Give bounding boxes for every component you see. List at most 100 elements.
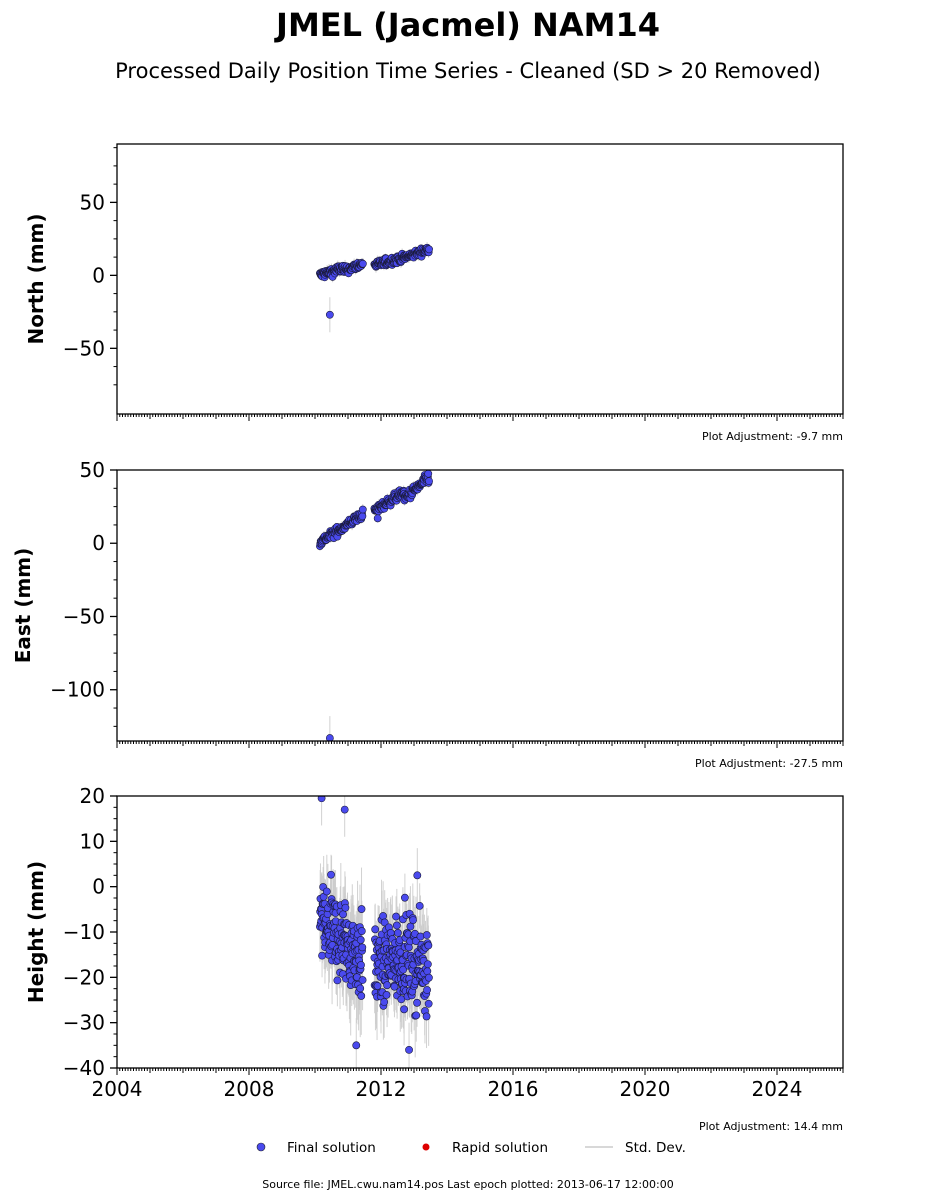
data-point	[400, 893, 409, 902]
data-point	[333, 976, 342, 985]
data-point	[412, 1011, 421, 1020]
data-point	[352, 1041, 361, 1050]
data-point	[413, 871, 422, 880]
data-point	[357, 992, 366, 1000]
y-tick-label: 10	[80, 829, 105, 853]
data-point	[357, 927, 366, 935]
data-point	[380, 998, 389, 1006]
data-point	[424, 470, 433, 478]
data-point	[413, 998, 421, 1007]
y-tick-label: 50	[80, 458, 105, 482]
data-point	[325, 310, 334, 319]
plot-adjustment-height: Plot Adjustment: 14.4 mm	[699, 1120, 843, 1133]
data-point	[405, 1045, 413, 1054]
data-point	[340, 805, 349, 814]
legend-final-marker	[256, 1142, 266, 1152]
data-point	[358, 943, 367, 952]
data-point	[415, 901, 424, 910]
data-point	[325, 734, 334, 741]
plot-area-north	[316, 242, 433, 333]
data-point	[399, 965, 408, 974]
data-point	[425, 245, 433, 254]
y-tick-label: 20	[80, 784, 105, 808]
data-point	[406, 922, 415, 931]
y-tick-label: 50	[80, 190, 105, 214]
x-tick-label: 2020	[620, 1077, 671, 1101]
data-point	[358, 505, 367, 514]
data-point	[424, 941, 433, 950]
plot-area-east	[316, 470, 433, 741]
x-tick-label: 2004	[92, 1077, 143, 1101]
data-point	[423, 986, 431, 994]
data-point	[424, 999, 433, 1008]
x-tick-label: 2016	[488, 1077, 539, 1101]
y-tick-label: −100	[50, 678, 105, 702]
data-point	[373, 514, 382, 523]
data-point	[358, 976, 367, 984]
data-point	[409, 916, 417, 925]
data-point	[379, 912, 388, 920]
legend-std-label: Std. Dev.	[625, 1140, 686, 1156]
data-point	[373, 982, 382, 990]
axes-frame-north	[116, 143, 844, 415]
panel-north: −50 0 50 North (mm) Plot Adjustment: -9.7 mm	[24, 143, 844, 443]
plot-area-height	[316, 796, 433, 1068]
data-point	[322, 887, 331, 896]
panel-east: −100 −50 0 50 East (mm) Plot Adjustment: -27.…	[11, 458, 844, 770]
chart-subtitle: Processed Daily Position Time Series - C…	[115, 59, 821, 83]
data-point	[357, 961, 365, 969]
data-point	[422, 1012, 431, 1021]
x-tick-label: 2012	[356, 1077, 407, 1101]
y-axis-label-north: North (mm)	[24, 213, 48, 344]
data-point	[356, 984, 365, 993]
axes-frame-height	[116, 795, 844, 1069]
legend: Final solution Rapid solution Std. Dev.	[256, 1140, 686, 1156]
data-point	[356, 936, 365, 944]
data-point	[423, 960, 432, 969]
data-point	[341, 903, 350, 912]
x-tick-label: 2024	[752, 1077, 803, 1101]
panel-height: 2004 2008 2012 2016 2020 2024 −40 −30 −20 −10 0 10 2…	[24, 784, 844, 1133]
y-tick-label: −30	[63, 1011, 105, 1035]
plot-adjustment-north: Plot Adjustment: -9.7 mm	[702, 430, 843, 443]
plot-adjustment-east: Plot Adjustment: -27.5 mm	[695, 757, 843, 770]
y-tick-label: −20	[63, 965, 105, 989]
data-point	[327, 870, 335, 879]
data-point	[358, 512, 367, 521]
data-point	[380, 918, 389, 927]
y-tick-label: 0	[92, 531, 105, 555]
data-point	[382, 991, 391, 999]
data-point	[400, 1005, 408, 1014]
panels: −50 0 50 North (mm) Plot Adjustment: -9.7 mm…	[11, 143, 844, 1133]
data-point	[339, 910, 347, 919]
data-point	[392, 921, 401, 930]
data-point	[425, 477, 433, 486]
legend-rapid-marker	[422, 1143, 430, 1151]
y-tick-label: −10	[63, 920, 105, 944]
data-point	[371, 925, 380, 934]
source-footer: Source file: JMEL.cwu.nam14.pos Last epo…	[262, 1178, 674, 1191]
y-tick-label: −40	[63, 1056, 105, 1080]
legend-rapid-label: Rapid solution	[452, 1140, 548, 1156]
y-tick-label: −50	[63, 604, 105, 628]
data-point	[423, 967, 432, 976]
data-point	[392, 912, 400, 921]
data-point	[422, 931, 431, 939]
data-point	[318, 951, 326, 960]
y-axis-label-east: East (mm)	[11, 548, 35, 664]
data-point	[357, 905, 366, 913]
y-tick-label: 0	[92, 263, 105, 287]
y-tick-label: 0	[92, 875, 105, 899]
y-tick-label: −50	[63, 336, 105, 360]
chart-title: JMEL (Jacmel) NAM14	[274, 6, 660, 44]
data-point	[425, 973, 433, 982]
x-tick-label: 2008	[224, 1077, 275, 1101]
data-point	[393, 929, 402, 937]
axes-frame-east	[116, 469, 844, 742]
y-axis-label-height: Height (mm)	[24, 861, 48, 1003]
data-point	[317, 796, 326, 803]
data-point	[383, 981, 391, 990]
legend-final-label: Final solution	[287, 1140, 376, 1156]
data-point	[390, 982, 399, 991]
